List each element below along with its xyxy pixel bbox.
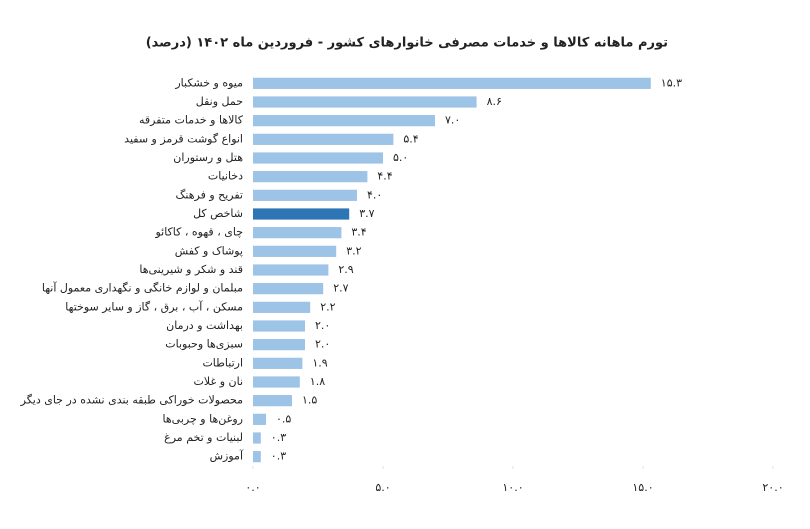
value-label: ۳.۴ xyxy=(351,226,366,239)
y-tick-label: سبزی‌ها وحبوبات xyxy=(165,338,243,351)
bar xyxy=(253,451,261,463)
value-label: ۲.۹ xyxy=(338,263,353,276)
bar xyxy=(253,264,329,276)
bar xyxy=(253,189,357,201)
value-label: ۵.۴ xyxy=(403,132,418,145)
value-label: ۲.۰ xyxy=(315,338,330,351)
y-tick-label: قند و شکر و شیرینی‌ها xyxy=(139,263,243,276)
bar xyxy=(253,245,337,257)
bar xyxy=(253,357,303,369)
bar xyxy=(253,77,651,89)
y-tick-label: شاخص کل xyxy=(193,207,243,220)
bar xyxy=(253,283,324,295)
value-label: ۷.۰ xyxy=(445,114,460,127)
y-tick-label: آموزش xyxy=(210,449,244,463)
y-tick-label: پوشاک و کفش xyxy=(175,244,243,257)
x-tick-label: ۲۰.۰ xyxy=(762,481,783,494)
bar xyxy=(253,301,311,313)
bar xyxy=(253,96,477,108)
value-label: ۵.۰ xyxy=(393,151,408,164)
y-tick-label: روغن‌ها و چربی‌ها xyxy=(163,412,243,425)
value-label: ۲.۲ xyxy=(320,300,335,313)
y-tick-label: نان و غلات xyxy=(194,375,243,388)
bar xyxy=(253,227,342,239)
y-tick-label: لبنیات و تخم مرغ xyxy=(164,431,243,444)
value-label: ۱.۵ xyxy=(302,394,317,407)
bar xyxy=(253,133,394,145)
y-tick-label: هتل و رستوران xyxy=(173,151,243,164)
value-label: ۰.۳ xyxy=(271,450,286,463)
bar xyxy=(253,152,383,164)
bar xyxy=(253,320,305,332)
bar xyxy=(253,115,435,127)
value-label: ۱۵.۳ xyxy=(661,76,682,89)
y-tick-label: میوه و خشکبار xyxy=(174,76,243,89)
x-tick-label: ۵.۰ xyxy=(375,481,390,494)
value-label: ۴.۴ xyxy=(377,170,392,183)
bar xyxy=(253,395,292,407)
bar xyxy=(253,171,368,183)
value-label: ۱.۹ xyxy=(312,356,327,369)
bar xyxy=(253,432,261,444)
bar xyxy=(253,413,266,425)
y-tick-label: چای ، قهوه ، کاکائو xyxy=(154,226,243,239)
value-label: ۱.۸ xyxy=(310,375,325,388)
y-tick-label: حمل ونقل xyxy=(196,95,243,108)
value-label: ۰.۵ xyxy=(276,412,291,425)
value-label: ۰.۳ xyxy=(271,431,286,444)
value-label: ۲.۰ xyxy=(315,319,330,332)
chart-title: تورم ماهانه کالاها و خدمات مصرفی خانواره… xyxy=(146,36,668,51)
y-tick-label: محصولات خوراکی طبقه بندی نشده در جای دیگ… xyxy=(20,394,243,407)
x-tick-label: ۱۵.۰ xyxy=(632,481,653,494)
bar xyxy=(253,339,305,351)
value-label: ۸.۶ xyxy=(487,95,502,108)
value-label: ۳.۲ xyxy=(346,244,361,257)
y-tick-label: دخانیات xyxy=(208,170,243,183)
y-tick-label: انواع گوشت قرمز و سفید xyxy=(124,132,243,145)
value-label: ۲.۷ xyxy=(333,282,348,295)
value-label: ۴.۰ xyxy=(367,188,382,201)
bar xyxy=(253,208,350,220)
bar xyxy=(253,376,300,388)
y-tick-label: تفریح و فرهنگ xyxy=(176,188,243,201)
y-tick-label: ارتباطات xyxy=(202,356,243,369)
y-tick-label: بهداشت و درمان xyxy=(166,319,243,332)
y-tick-label: مسکن ، آب ، برق ، گاز و سایر سوختها xyxy=(65,299,243,313)
x-tick-label: ۰.۰ xyxy=(245,481,260,494)
x-tick-label: ۱۰.۰ xyxy=(502,481,523,494)
y-tick-label: کالاها و خدمات متفرقه xyxy=(139,114,244,127)
value-label: ۳.۷ xyxy=(359,207,374,220)
y-tick-label: مبلمان و لوازم خانگی و نگهداری معمول آنه… xyxy=(42,281,243,295)
